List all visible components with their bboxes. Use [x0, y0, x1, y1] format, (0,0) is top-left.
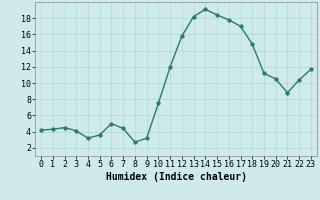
- X-axis label: Humidex (Indice chaleur): Humidex (Indice chaleur): [106, 172, 246, 182]
